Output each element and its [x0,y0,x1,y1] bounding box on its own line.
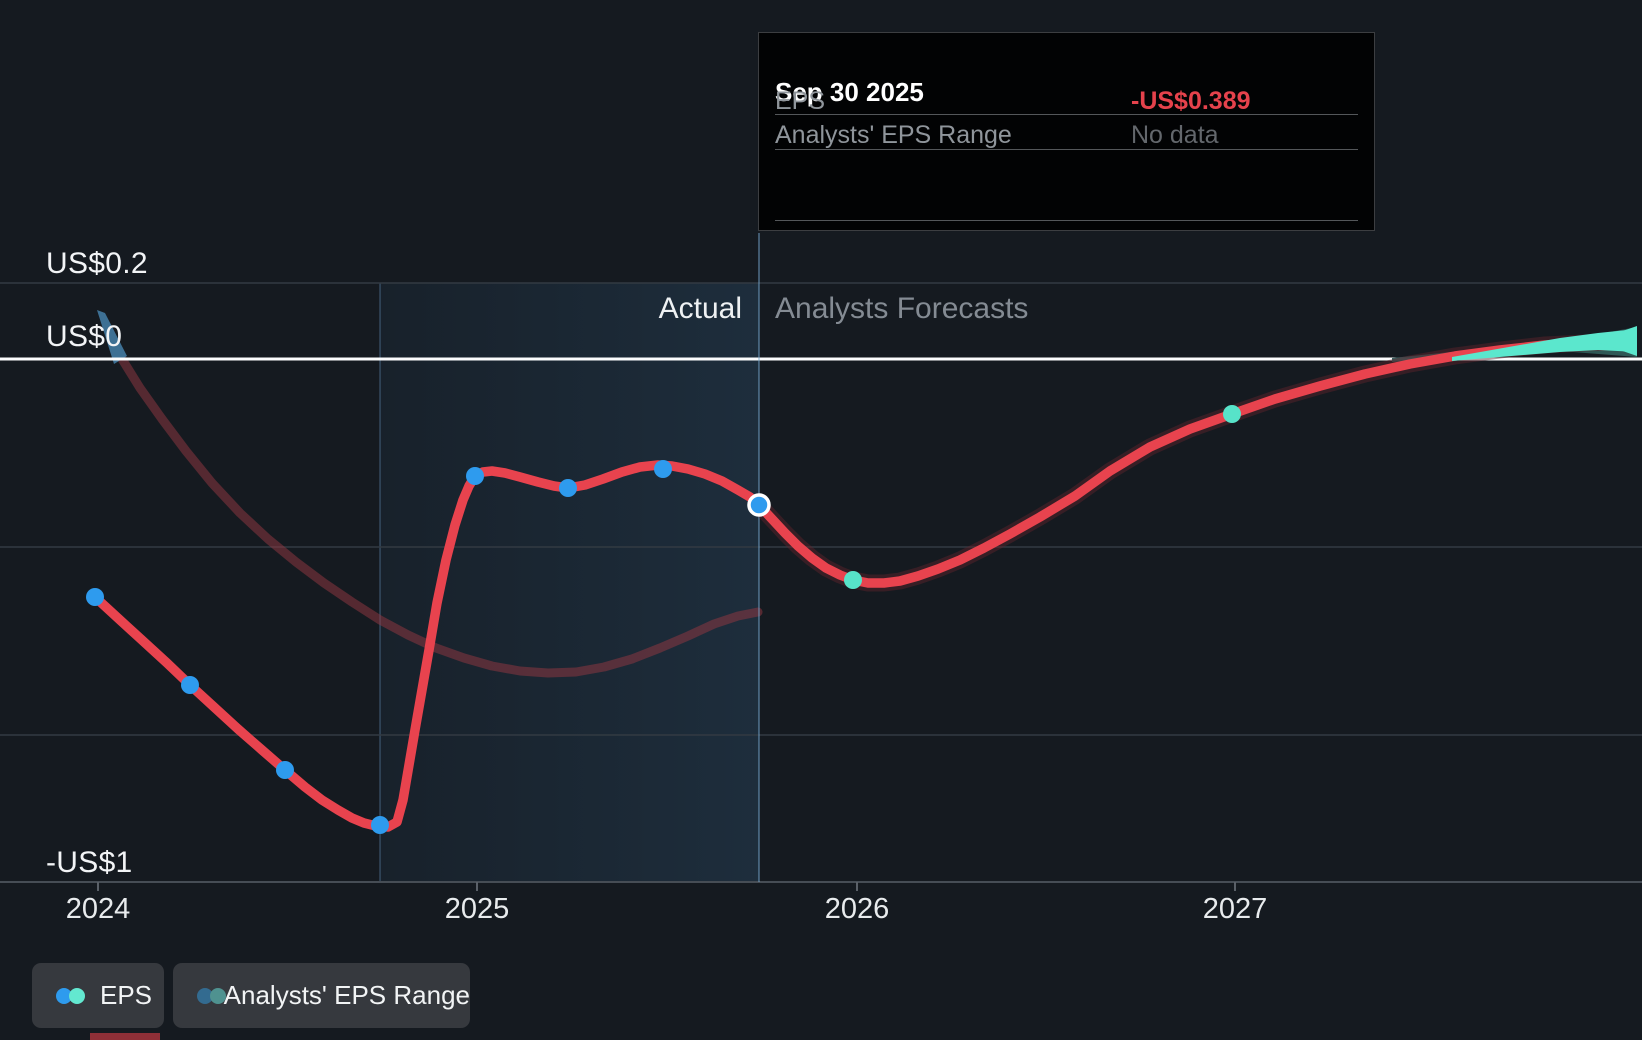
ghost-estimate-line [117,354,763,678]
data-point-tooltip: Sep 30 2025 EPS -US$0.389 Analysts' EPS … [758,32,1375,231]
eps-actual-point[interactable] [466,467,484,485]
x-axis-label-2026: 2026 [824,893,890,925]
forecast-zone-label: Analysts Forecasts [775,292,1029,325]
tooltip-date: Sep 30 2025 [775,77,924,107]
eps-actual-point[interactable] [371,816,389,834]
y-axis-label-bottom: -US$1 [46,846,133,879]
eps-forecast-line [754,337,1620,588]
tooltip-divider [775,114,1358,115]
eps-legend-icon [56,987,86,1004]
consensus-mint-band [1452,329,1637,361]
tooltip-range-value: No data [1131,121,1219,149]
eps-actual-point[interactable] [654,460,672,478]
tooltip-eps-label: EPS [775,87,826,115]
legend-eps[interactable]: EPS [32,963,164,1028]
consensus-arrow-tip [1594,326,1637,356]
eps-actual-line [90,460,764,832]
eps-actual-point[interactable] [181,676,199,694]
eps-actual-point[interactable] [559,479,577,497]
actual-zone-label: Actual [658,292,742,325]
y-axis-label-zero: US$0 [46,320,123,353]
eps-actual-point[interactable] [86,588,104,606]
ghost-estimate-start-wedge [97,310,127,364]
tooltip-bottom-divider [775,220,1358,221]
x-axis-label-2024: 2024 [65,893,131,925]
tooltip-range-label: Analysts' EPS Range [775,121,1012,149]
bottom-scroll-strip [90,1033,160,1040]
legend-eps-label: EPS [100,980,153,1010]
eps-forecast-point[interactable] [844,571,862,589]
range-legend-icon [197,987,226,1004]
legend-range-label: Analysts' EPS Range [223,980,470,1010]
tooltip-eps-value: -US$0.389 [1131,87,1251,115]
tooltip-divider [775,149,1358,150]
eps-actual-point[interactable] [276,761,294,779]
x-axis-label-2027: 2027 [1202,893,1268,925]
eps-selected-point[interactable] [747,493,771,517]
legend-analysts-eps-range[interactable]: Analysts' EPS Range [173,963,470,1028]
x-axis-label-2025: 2025 [444,893,510,925]
y-axis-label-top: US$0.2 [46,247,148,280]
eps-forecast-point[interactable] [1223,405,1241,423]
